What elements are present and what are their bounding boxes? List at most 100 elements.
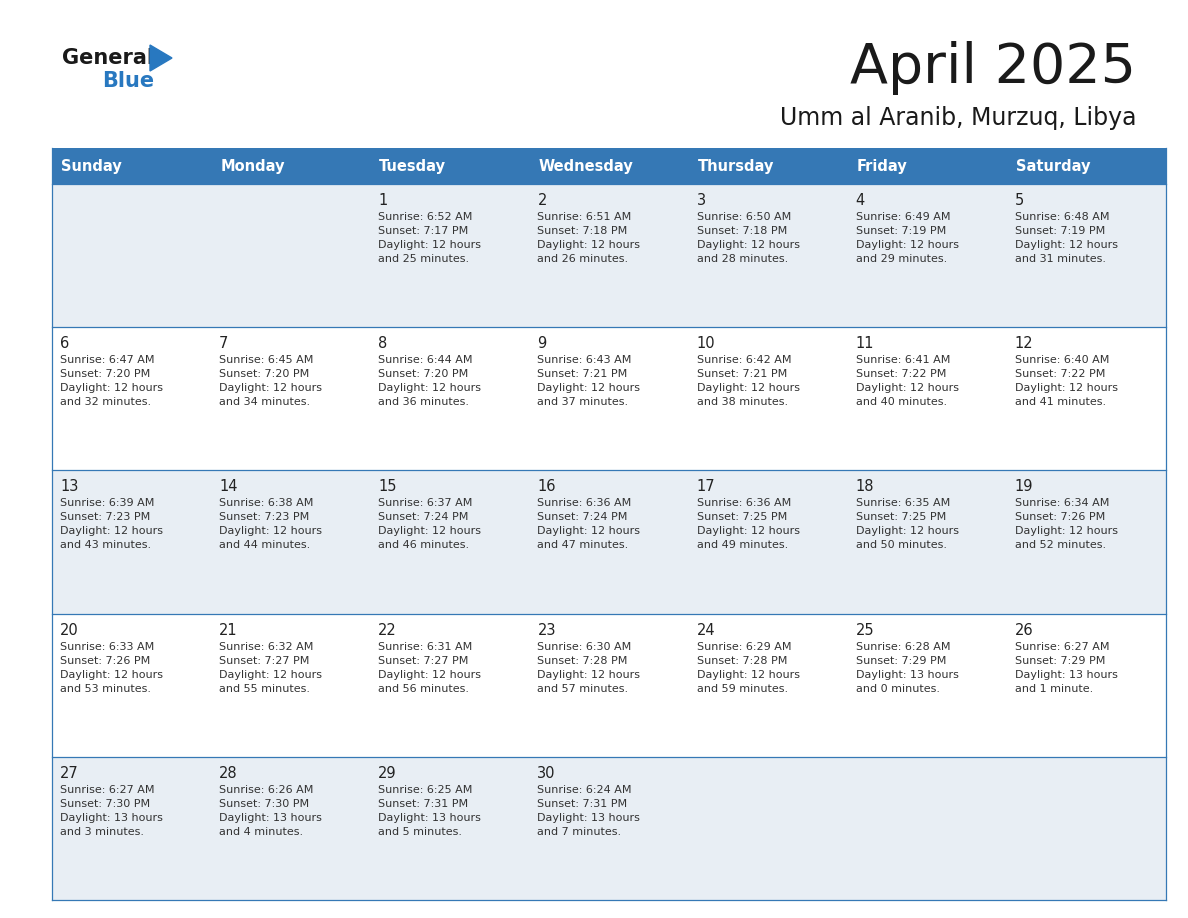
- Text: 21: 21: [219, 622, 238, 638]
- Text: Tuesday: Tuesday: [379, 159, 447, 174]
- Text: Saturday: Saturday: [1016, 159, 1091, 174]
- Text: Sunrise: 6:50 AM
Sunset: 7:18 PM
Daylight: 12 hours
and 28 minutes.: Sunrise: 6:50 AM Sunset: 7:18 PM Dayligh…: [696, 212, 800, 264]
- Text: 24: 24: [696, 622, 715, 638]
- Text: 12: 12: [1015, 336, 1034, 352]
- Text: Sunrise: 6:34 AM
Sunset: 7:26 PM
Daylight: 12 hours
and 52 minutes.: Sunrise: 6:34 AM Sunset: 7:26 PM Dayligh…: [1015, 498, 1118, 551]
- Bar: [52, 613, 211, 756]
- Text: Sunrise: 6:26 AM
Sunset: 7:30 PM
Daylight: 13 hours
and 4 minutes.: Sunrise: 6:26 AM Sunset: 7:30 PM Dayligh…: [219, 785, 322, 837]
- Text: 9: 9: [537, 336, 546, 352]
- Bar: [689, 148, 848, 184]
- Text: April 2025: April 2025: [849, 41, 1136, 95]
- Text: Sunrise: 6:30 AM
Sunset: 7:28 PM
Daylight: 12 hours
and 57 minutes.: Sunrise: 6:30 AM Sunset: 7:28 PM Dayligh…: [537, 642, 640, 694]
- Bar: [371, 327, 530, 470]
- Text: 30: 30: [537, 766, 556, 781]
- Bar: [371, 470, 530, 613]
- Text: 2: 2: [537, 193, 546, 208]
- Bar: [371, 613, 530, 756]
- Bar: [211, 470, 371, 613]
- Bar: [530, 148, 689, 184]
- Text: Sunrise: 6:33 AM
Sunset: 7:26 PM
Daylight: 12 hours
and 53 minutes.: Sunrise: 6:33 AM Sunset: 7:26 PM Dayligh…: [61, 642, 163, 694]
- Text: 4: 4: [855, 193, 865, 208]
- Text: Friday: Friday: [857, 159, 908, 174]
- Text: Sunrise: 6:41 AM
Sunset: 7:22 PM
Daylight: 12 hours
and 40 minutes.: Sunrise: 6:41 AM Sunset: 7:22 PM Dayligh…: [855, 355, 959, 408]
- Text: Sunrise: 6:36 AM
Sunset: 7:25 PM
Daylight: 12 hours
and 49 minutes.: Sunrise: 6:36 AM Sunset: 7:25 PM Dayligh…: [696, 498, 800, 551]
- Text: Sunrise: 6:32 AM
Sunset: 7:27 PM
Daylight: 12 hours
and 55 minutes.: Sunrise: 6:32 AM Sunset: 7:27 PM Dayligh…: [219, 642, 322, 694]
- Text: 18: 18: [855, 479, 874, 495]
- Text: 20: 20: [61, 622, 78, 638]
- Text: 8: 8: [378, 336, 387, 352]
- Text: 25: 25: [855, 622, 874, 638]
- Text: Sunrise: 6:42 AM
Sunset: 7:21 PM
Daylight: 12 hours
and 38 minutes.: Sunrise: 6:42 AM Sunset: 7:21 PM Dayligh…: [696, 355, 800, 408]
- Text: 14: 14: [219, 479, 238, 495]
- Text: Sunrise: 6:37 AM
Sunset: 7:24 PM
Daylight: 12 hours
and 46 minutes.: Sunrise: 6:37 AM Sunset: 7:24 PM Dayligh…: [378, 498, 481, 551]
- Text: 7: 7: [219, 336, 228, 352]
- Text: Sunrise: 6:27 AM
Sunset: 7:29 PM
Daylight: 13 hours
and 1 minute.: Sunrise: 6:27 AM Sunset: 7:29 PM Dayligh…: [1015, 642, 1118, 694]
- Text: 29: 29: [378, 766, 397, 781]
- Bar: [848, 613, 1007, 756]
- Bar: [530, 613, 689, 756]
- Bar: [211, 148, 371, 184]
- Text: Sunrise: 6:28 AM
Sunset: 7:29 PM
Daylight: 13 hours
and 0 minutes.: Sunrise: 6:28 AM Sunset: 7:29 PM Dayligh…: [855, 642, 959, 694]
- Bar: [848, 327, 1007, 470]
- Bar: [371, 148, 530, 184]
- Text: Sunrise: 6:27 AM
Sunset: 7:30 PM
Daylight: 13 hours
and 3 minutes.: Sunrise: 6:27 AM Sunset: 7:30 PM Dayligh…: [61, 785, 163, 837]
- Text: Sunrise: 6:52 AM
Sunset: 7:17 PM
Daylight: 12 hours
and 25 minutes.: Sunrise: 6:52 AM Sunset: 7:17 PM Dayligh…: [378, 212, 481, 264]
- Bar: [848, 148, 1007, 184]
- Text: General: General: [62, 48, 154, 68]
- Bar: [52, 184, 211, 327]
- Text: 19: 19: [1015, 479, 1034, 495]
- Text: 10: 10: [696, 336, 715, 352]
- Text: 5: 5: [1015, 193, 1024, 208]
- Text: Blue: Blue: [102, 71, 154, 91]
- Text: Sunrise: 6:43 AM
Sunset: 7:21 PM
Daylight: 12 hours
and 37 minutes.: Sunrise: 6:43 AM Sunset: 7:21 PM Dayligh…: [537, 355, 640, 408]
- Text: Wednesday: Wednesday: [538, 159, 633, 174]
- Text: 17: 17: [696, 479, 715, 495]
- Bar: [530, 327, 689, 470]
- Bar: [52, 470, 211, 613]
- Text: Sunrise: 6:51 AM
Sunset: 7:18 PM
Daylight: 12 hours
and 26 minutes.: Sunrise: 6:51 AM Sunset: 7:18 PM Dayligh…: [537, 212, 640, 264]
- Text: Thursday: Thursday: [697, 159, 773, 174]
- Text: Sunrise: 6:40 AM
Sunset: 7:22 PM
Daylight: 12 hours
and 41 minutes.: Sunrise: 6:40 AM Sunset: 7:22 PM Dayligh…: [1015, 355, 1118, 408]
- Text: 26: 26: [1015, 622, 1034, 638]
- Text: Sunrise: 6:47 AM
Sunset: 7:20 PM
Daylight: 12 hours
and 32 minutes.: Sunrise: 6:47 AM Sunset: 7:20 PM Dayligh…: [61, 355, 163, 408]
- Text: Sunrise: 6:31 AM
Sunset: 7:27 PM
Daylight: 12 hours
and 56 minutes.: Sunrise: 6:31 AM Sunset: 7:27 PM Dayligh…: [378, 642, 481, 694]
- Bar: [1007, 470, 1165, 613]
- Text: Sunrise: 6:29 AM
Sunset: 7:28 PM
Daylight: 12 hours
and 59 minutes.: Sunrise: 6:29 AM Sunset: 7:28 PM Dayligh…: [696, 642, 800, 694]
- Text: Sunday: Sunday: [61, 159, 121, 174]
- Bar: [689, 184, 848, 327]
- Text: Sunrise: 6:44 AM
Sunset: 7:20 PM
Daylight: 12 hours
and 36 minutes.: Sunrise: 6:44 AM Sunset: 7:20 PM Dayligh…: [378, 355, 481, 408]
- Polygon shape: [150, 45, 172, 71]
- Text: 16: 16: [537, 479, 556, 495]
- Bar: [211, 756, 371, 900]
- Text: Sunrise: 6:24 AM
Sunset: 7:31 PM
Daylight: 13 hours
and 7 minutes.: Sunrise: 6:24 AM Sunset: 7:31 PM Dayligh…: [537, 785, 640, 837]
- Text: 27: 27: [61, 766, 78, 781]
- Bar: [211, 613, 371, 756]
- Text: Umm al Aranib, Murzuq, Libya: Umm al Aranib, Murzuq, Libya: [779, 106, 1136, 130]
- Bar: [371, 756, 530, 900]
- Bar: [52, 327, 211, 470]
- Text: Sunrise: 6:25 AM
Sunset: 7:31 PM
Daylight: 13 hours
and 5 minutes.: Sunrise: 6:25 AM Sunset: 7:31 PM Dayligh…: [378, 785, 481, 837]
- Text: Sunrise: 6:35 AM
Sunset: 7:25 PM
Daylight: 12 hours
and 50 minutes.: Sunrise: 6:35 AM Sunset: 7:25 PM Dayligh…: [855, 498, 959, 551]
- Text: Sunrise: 6:36 AM
Sunset: 7:24 PM
Daylight: 12 hours
and 47 minutes.: Sunrise: 6:36 AM Sunset: 7:24 PM Dayligh…: [537, 498, 640, 551]
- Text: 6: 6: [61, 336, 69, 352]
- Bar: [52, 148, 211, 184]
- Bar: [371, 184, 530, 327]
- Text: Sunrise: 6:49 AM
Sunset: 7:19 PM
Daylight: 12 hours
and 29 minutes.: Sunrise: 6:49 AM Sunset: 7:19 PM Dayligh…: [855, 212, 959, 264]
- Text: Sunrise: 6:48 AM
Sunset: 7:19 PM
Daylight: 12 hours
and 31 minutes.: Sunrise: 6:48 AM Sunset: 7:19 PM Dayligh…: [1015, 212, 1118, 264]
- Text: 28: 28: [219, 766, 238, 781]
- Bar: [1007, 613, 1165, 756]
- Bar: [689, 470, 848, 613]
- Bar: [52, 756, 211, 900]
- Text: Sunrise: 6:39 AM
Sunset: 7:23 PM
Daylight: 12 hours
and 43 minutes.: Sunrise: 6:39 AM Sunset: 7:23 PM Dayligh…: [61, 498, 163, 551]
- Bar: [848, 756, 1007, 900]
- Text: Monday: Monday: [220, 159, 285, 174]
- Bar: [848, 470, 1007, 613]
- Bar: [1007, 756, 1165, 900]
- Bar: [689, 613, 848, 756]
- Text: 22: 22: [378, 622, 397, 638]
- Bar: [530, 184, 689, 327]
- Bar: [1007, 148, 1165, 184]
- Text: Sunrise: 6:38 AM
Sunset: 7:23 PM
Daylight: 12 hours
and 44 minutes.: Sunrise: 6:38 AM Sunset: 7:23 PM Dayligh…: [219, 498, 322, 551]
- Bar: [689, 327, 848, 470]
- Bar: [1007, 184, 1165, 327]
